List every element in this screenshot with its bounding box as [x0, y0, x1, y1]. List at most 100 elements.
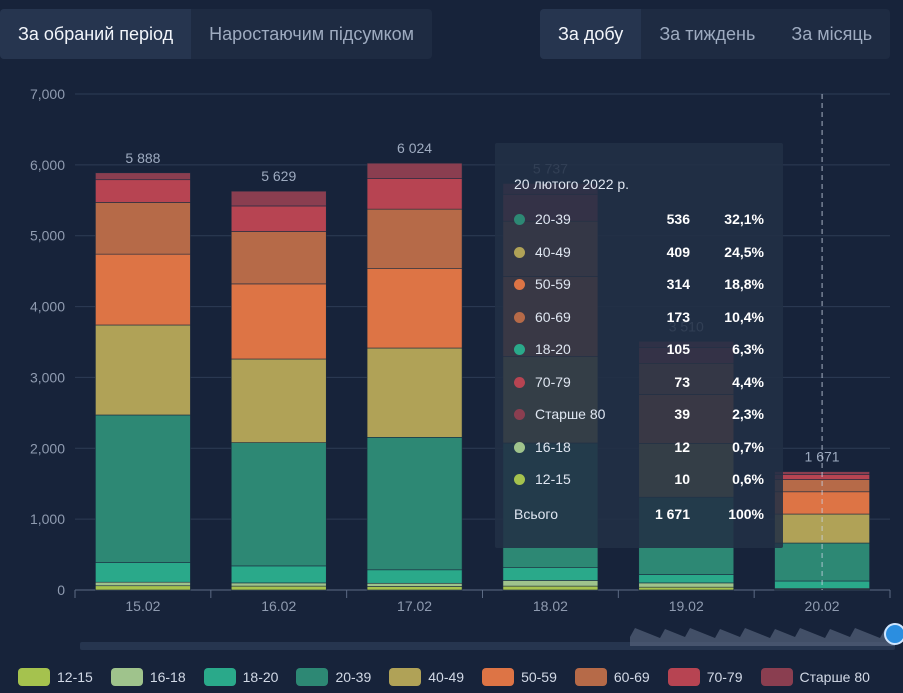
legend-swatch	[110, 667, 143, 686]
tab-monthly[interactable]: За місяць	[791, 24, 873, 44]
tooltip-total-percent: 100%	[728, 506, 764, 522]
legend-label: 18-20	[242, 668, 279, 685]
bar-segment	[230, 442, 327, 567]
x-tick-label: 20.02	[805, 598, 840, 614]
tooltip-row-percent: 4,4%	[732, 373, 764, 390]
bar-segment	[230, 582, 327, 587]
series-dot-icon	[514, 376, 525, 388]
bar-total-label: 5 629	[261, 168, 296, 184]
chart-tooltip: 20 лютого 2022 р. 20-39 536 32,1% 40-49 409 2…	[495, 143, 783, 548]
tooltip-row-percent: 0,6%	[732, 471, 764, 487]
interval-tabs: За добу За тиждень За місяць	[540, 9, 891, 59]
legend-item[interactable]: 50-59	[482, 667, 557, 686]
bar-segment	[95, 585, 191, 591]
bar-segment	[230, 231, 327, 285]
bar-segment	[95, 179, 191, 203]
bar-segment	[95, 253, 191, 326]
tooltip-row-value: 409	[666, 243, 690, 260]
bar-segment	[230, 283, 327, 360]
legend-swatch	[389, 667, 422, 686]
legend-swatch	[667, 667, 700, 686]
tab-selected-period[interactable]: За обраний період	[0, 9, 192, 59]
bar-segment	[366, 569, 463, 584]
legend-item[interactable]: 40-49	[389, 667, 464, 686]
legend-swatch	[203, 667, 236, 686]
tooltip-row: 50-59 314 18,8%	[514, 275, 764, 295]
tooltip-row-percent: 2,3%	[732, 406, 764, 422]
series-dot-icon	[514, 474, 525, 485]
bar-segment	[366, 437, 463, 571]
tooltip-row-label: 18-20	[535, 341, 571, 357]
bar-segment	[638, 586, 735, 591]
bar-segment	[366, 162, 463, 179]
legend-label: 60-69	[613, 668, 650, 685]
bar-segment	[366, 347, 463, 438]
tooltip-total-row: Всього 1 671 100%	[514, 505, 764, 525]
bar-segment	[95, 414, 191, 563]
bar-segment	[95, 172, 191, 181]
y-tick-label: 2,000	[30, 440, 65, 456]
bar-segment	[95, 324, 191, 416]
legend-label: Старше 80	[799, 668, 870, 685]
x-tick-label: 15.02	[125, 598, 160, 614]
legend-swatch	[18, 667, 50, 686]
tooltip-row-label: 20-39	[535, 211, 571, 227]
bar-segment	[638, 574, 735, 584]
legend-item[interactable]: 12-15	[18, 667, 93, 686]
tooltip-row-value: 314	[666, 276, 690, 292]
series-dot-icon	[514, 344, 525, 355]
legend-swatch	[482, 667, 515, 686]
bar-segment	[230, 358, 327, 443]
tab-daily[interactable]: За добу	[540, 9, 642, 59]
tooltip-row-label: 12-15	[535, 471, 571, 487]
tooltip-row: Старше 80 39 2,3%	[514, 405, 764, 425]
legend-swatch	[296, 667, 329, 686]
tooltip-row-value: 39	[674, 406, 690, 422]
tooltip-total-label: Всього	[514, 506, 559, 522]
tooltip-row: 70-79 73 4,4%	[514, 373, 764, 393]
y-tick-label: 7,000	[30, 86, 65, 102]
y-tick-label: 4,000	[30, 299, 65, 315]
legend-item[interactable]: 16-18	[110, 667, 186, 686]
bar-segment	[95, 562, 191, 583]
tab-cumulative[interactable]: Наростаючим підсумком	[209, 24, 415, 44]
series-dot-icon	[514, 246, 525, 258]
tooltip-row-percent: 18,8%	[724, 276, 764, 292]
legend-item[interactable]: 18-20	[203, 667, 279, 686]
range-handle-icon[interactable]	[884, 623, 903, 645]
x-tick-label: 17.02	[397, 598, 432, 614]
tab-weekly[interactable]: За тиждень	[659, 24, 756, 44]
tooltip-row: 12-15 10 0,6%	[514, 470, 764, 490]
bar-segment	[230, 585, 327, 591]
bar-segment	[230, 190, 327, 207]
tooltip-row-percent: 32,1%	[724, 211, 764, 227]
y-tick-label: 5,000	[30, 228, 65, 244]
legend-label: 16-18	[149, 668, 186, 685]
tooltip-row: 60-69 173 10,4%	[514, 308, 764, 328]
x-tick-label: 18.02	[533, 598, 568, 614]
legend-item[interactable]: Старше 80	[760, 667, 870, 686]
tooltip-row-label: Старше 80	[535, 406, 606, 422]
tooltip-row: 40-49 409 24,5%	[514, 243, 764, 263]
tooltip-row-value: 536	[666, 211, 690, 227]
bar-segment	[366, 586, 463, 591]
y-tick-label: 0	[57, 582, 65, 598]
tooltip-row-percent: 0,7%	[732, 438, 764, 455]
y-tick-label: 6,000	[30, 157, 65, 173]
x-tick-label: 19.02	[669, 598, 704, 614]
legend-item[interactable]: 60-69	[574, 667, 650, 686]
series-dot-icon	[514, 311, 525, 323]
legend-label: 50-59	[521, 668, 557, 685]
legend-label: 20-39	[335, 668, 372, 685]
tooltip-row-percent: 10,4%	[724, 308, 764, 325]
legend-item[interactable]: 20-39	[296, 667, 372, 686]
tooltip-row: 18-20 105 6,3%	[514, 340, 764, 360]
legend-label: 70-79	[706, 668, 743, 685]
bar-segment	[502, 580, 599, 587]
bar-segment	[502, 585, 599, 591]
legend-label: 12-15	[57, 668, 93, 685]
bar-segment	[95, 581, 191, 587]
tooltip-row-value: 73	[674, 373, 690, 390]
legend-item[interactable]: 70-79	[667, 667, 743, 686]
period-mode-tabs: За обраний період Наростаючим підсумком	[0, 9, 433, 59]
